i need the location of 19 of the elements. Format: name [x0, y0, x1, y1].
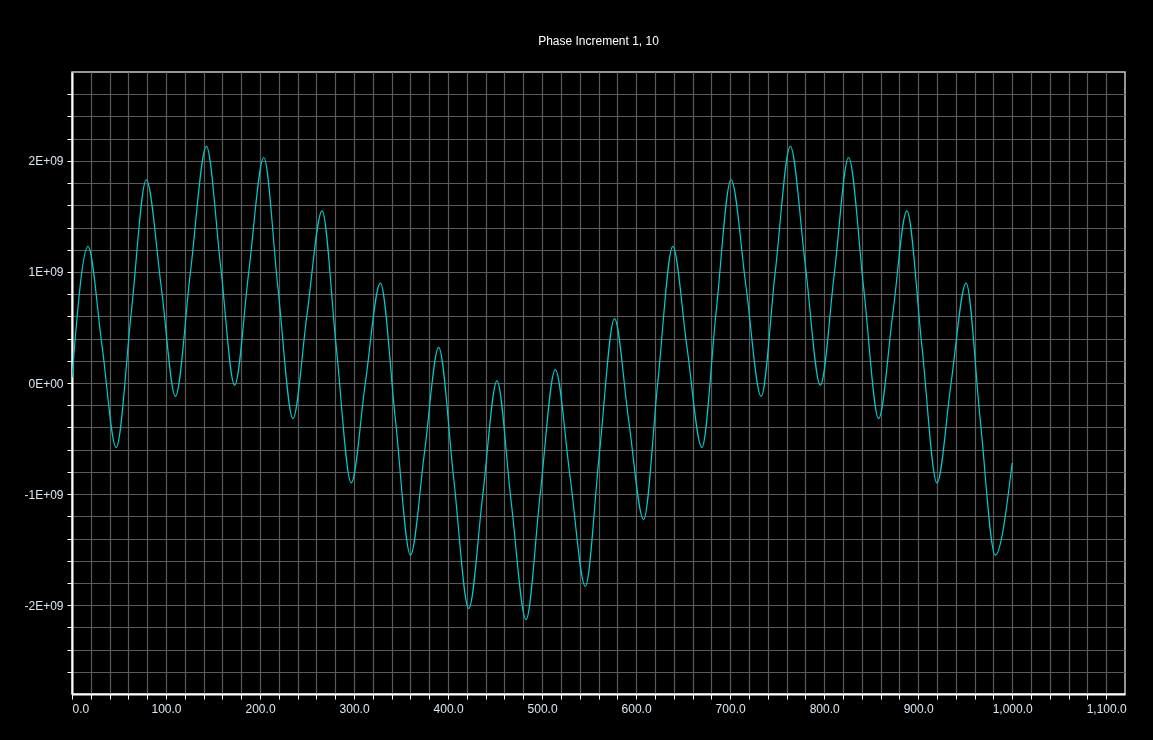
x-tick-label: 300.0 — [339, 701, 370, 716]
x-tick-label: 800.0 — [809, 701, 840, 716]
y-tick-label: -2E+09 — [24, 598, 64, 613]
x-tick-label: 900.0 — [903, 701, 934, 716]
chart-title: Phase Increment 1, 10 — [538, 34, 660, 48]
x-tick-label: 1,100.0 — [1086, 701, 1128, 716]
x-tick-label: 500.0 — [527, 701, 558, 716]
y-tick-label: 1E+09 — [28, 265, 64, 280]
x-tick-label: 600.0 — [621, 701, 652, 716]
y-tick-label: 2E+09 — [28, 154, 64, 169]
x-tick-label: 700.0 — [715, 701, 746, 716]
x-tick-label: 1,000.0 — [992, 701, 1034, 716]
x-tick-label: 400.0 — [433, 701, 464, 716]
x-tick-label: 200.0 — [245, 701, 276, 716]
x-tick-label: 0.0 — [72, 701, 90, 716]
y-tick-label: -1E+09 — [24, 487, 64, 502]
line-series — [72, 145, 1013, 621]
x-tick-label: 100.0 — [151, 701, 182, 716]
y-tick-label: 0E+00 — [28, 376, 64, 391]
